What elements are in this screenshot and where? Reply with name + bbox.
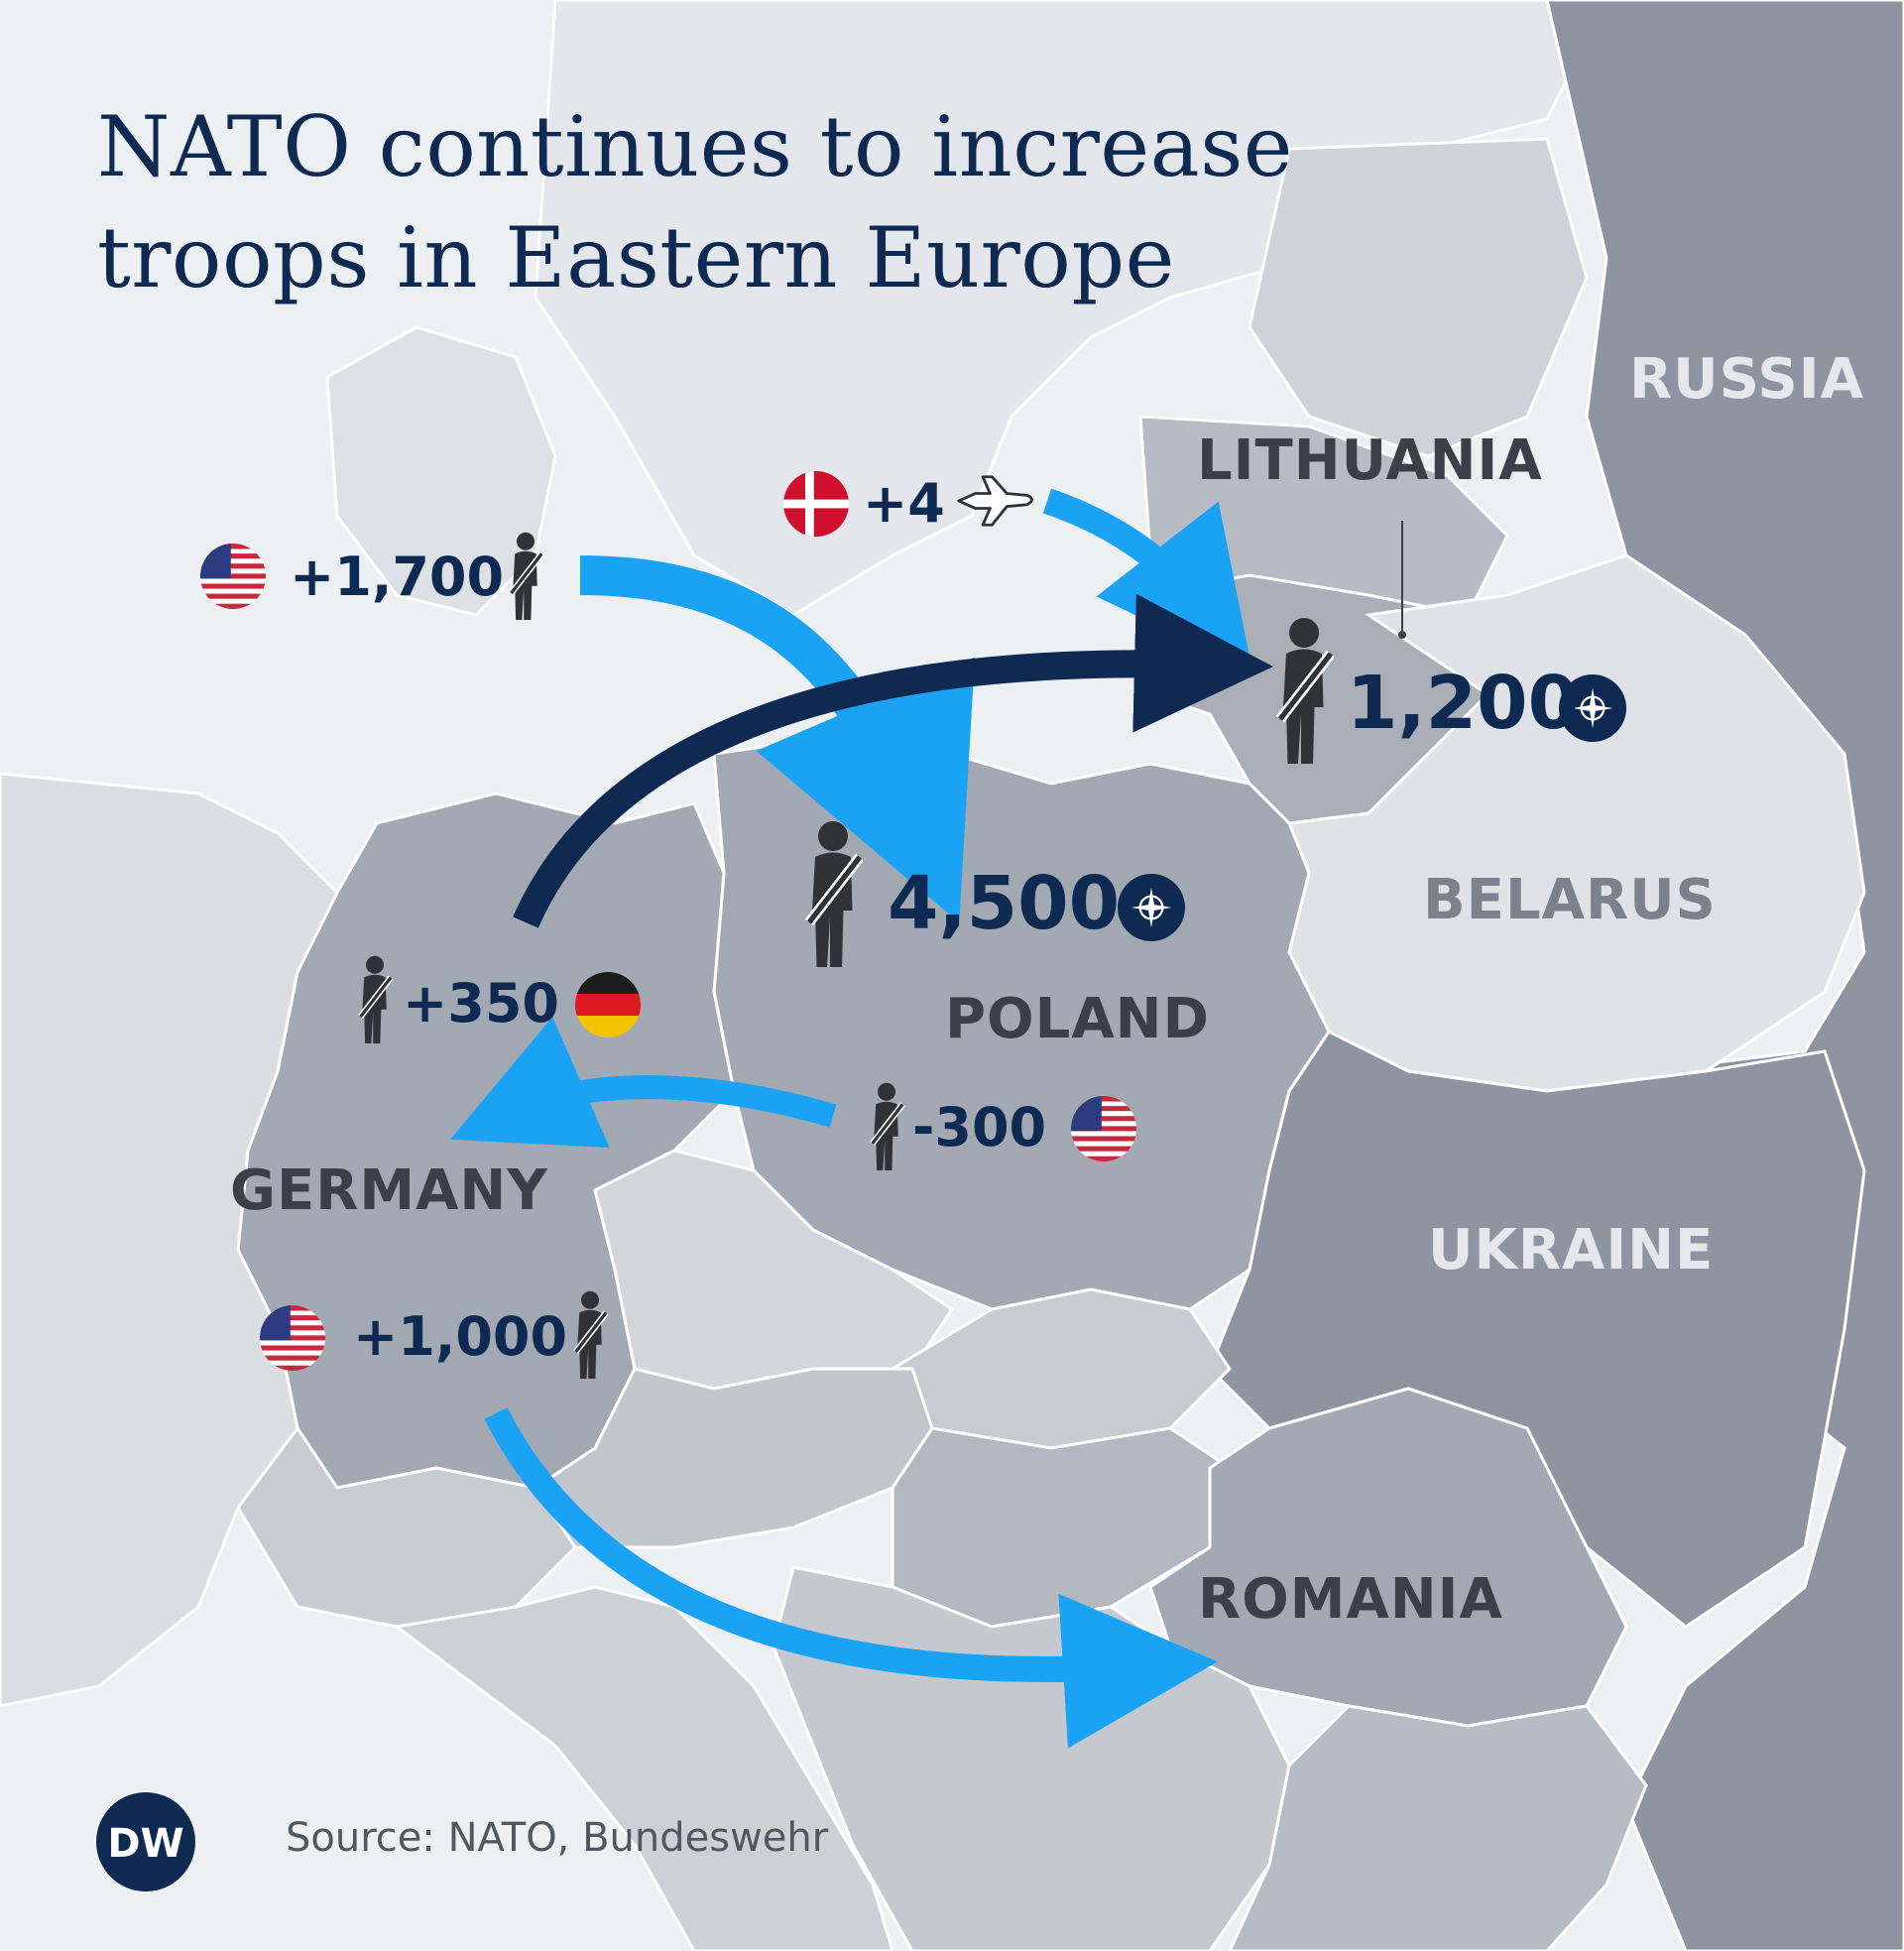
label-germany: GERMANY bbox=[230, 1158, 548, 1223]
total-poland: 4,500 bbox=[888, 861, 1121, 946]
value-us-poland-to-germany: -300 bbox=[912, 1096, 1047, 1158]
us-flag-icon bbox=[200, 544, 266, 609]
title-line-1: NATO continues to increase bbox=[97, 98, 1294, 195]
germany-flag-icon bbox=[575, 972, 641, 1037]
dw-logo: DW bbox=[96, 1792, 195, 1891]
arrow-germany-to-romania bbox=[484, 1407, 1218, 1749]
label-romania: ROMANIA bbox=[1198, 1567, 1503, 1632]
label-ukraine: UKRAINE bbox=[1428, 1218, 1715, 1282]
label-belarus: BELARUS bbox=[1423, 868, 1717, 932]
denmark-flag-icon bbox=[783, 471, 849, 537]
total-lithuania: 1,200 bbox=[1347, 661, 1580, 746]
us-flag-icon bbox=[1071, 1096, 1136, 1161]
value-us-germany-romania: +1,000 bbox=[353, 1305, 568, 1368]
value-us-poland: +1,700 bbox=[290, 546, 505, 608]
dw-logo-text: DW bbox=[107, 1821, 183, 1867]
value-denmark-lithuania: +4 bbox=[863, 472, 945, 535]
label-lithuania: LITHUANIA bbox=[1197, 428, 1543, 493]
value-germany-lithuania: +350 bbox=[403, 972, 559, 1035]
page-title: NATO continues to increase troops in Eas… bbox=[97, 91, 1386, 313]
nato-emblem-icon bbox=[1118, 874, 1185, 941]
title-line-2: troops in Eastern Europe bbox=[97, 209, 1175, 306]
label-russia: RUSSIA bbox=[1629, 347, 1864, 412]
arrow-poland-to-germany bbox=[450, 1017, 837, 1149]
label-poland: POLAND bbox=[945, 987, 1211, 1051]
arrow-us-to-poland bbox=[579, 555, 975, 923]
arrow-germany-to-lithuania bbox=[513, 593, 1273, 928]
source-note: Source: NATO, Bundeswehr bbox=[286, 1815, 829, 1861]
us-flag-icon bbox=[260, 1305, 325, 1371]
